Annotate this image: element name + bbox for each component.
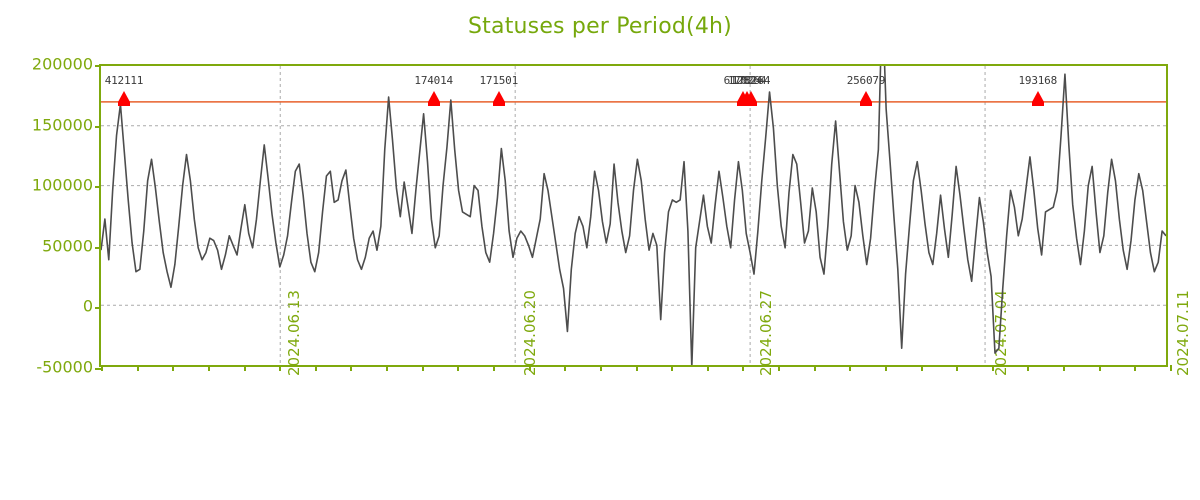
x-axis-tick <box>813 365 816 371</box>
y-axis-tick-label: 150000 <box>31 115 93 135</box>
y-axis-tick <box>95 125 101 128</box>
page-title: Statuses per Period(4h) <box>468 14 732 39</box>
x-axis-tick <box>136 365 139 371</box>
y-axis-tick <box>95 368 101 370</box>
y-axis-tick-label: -50000 <box>36 357 93 377</box>
annotation-layer: 412111 174014 171501 612824 170264 178264 2560… <box>101 66 1166 365</box>
y-axis-tick-label: 50000 <box>42 236 93 256</box>
x-axis-tick <box>706 365 709 371</box>
peak-value-label: 178264 <box>731 74 771 88</box>
x-axis-tick <box>528 365 531 371</box>
y-axis-tick <box>95 246 101 249</box>
x-axis-tick <box>884 365 887 371</box>
peak-value-label: 612824 <box>723 74 763 88</box>
x-axis-tick <box>207 365 210 371</box>
x-axis-tick <box>1027 365 1030 371</box>
x-axis-tick <box>101 365 103 371</box>
x-axis-tick <box>421 365 424 371</box>
x-axis-tick <box>778 365 781 371</box>
x-axis-tick <box>1098 365 1101 371</box>
grid-layer <box>101 66 1166 365</box>
peak-marker-base <box>427 102 440 107</box>
x-axis-tick <box>172 365 175 371</box>
x-axis-tick <box>492 365 495 371</box>
x-axis-tick <box>956 365 959 371</box>
x-axis-tick <box>564 365 567 371</box>
x-axis-tick <box>635 365 638 371</box>
x-axis-tick <box>920 365 923 371</box>
data-series-line <box>101 66 1166 365</box>
y-axis-tick-label: 200000 <box>31 54 93 74</box>
peak-marker-icon[interactable] <box>859 91 872 103</box>
peak-value-label: 193168 <box>1018 74 1058 88</box>
peak-marker-icon[interactable] <box>1031 91 1044 103</box>
x-axis-tick <box>742 365 745 371</box>
peak-marker-icon[interactable] <box>492 91 505 103</box>
x-axis-tick <box>279 365 282 371</box>
peak-marker-base <box>492 102 505 107</box>
y-axis-tick <box>95 186 101 189</box>
x-axis-tick <box>1170 365 1172 371</box>
y-axis-tick-label: 0 <box>82 296 93 316</box>
peak-marker-icon[interactable] <box>427 91 440 103</box>
peak-marker-icon[interactable] <box>745 91 758 103</box>
peak-marker-base <box>1031 102 1044 107</box>
peak-value-label: 174014 <box>414 74 453 88</box>
peak-marker-icon[interactable] <box>117 91 130 103</box>
x-axis-tick <box>1134 365 1137 371</box>
data-line-layer <box>101 66 1166 365</box>
peak-value-label: 171501 <box>479 74 519 88</box>
y-axis-tick-label: 100000 <box>31 175 93 195</box>
peak-marker-base <box>745 102 758 107</box>
x-axis-tick <box>849 365 852 371</box>
x-axis-tick <box>314 365 317 371</box>
x-axis-tick <box>991 365 994 371</box>
y-axis-tick <box>95 307 101 310</box>
plot-area: 412111 174014 171501 612824 170264 178264 2560… <box>95 64 1172 371</box>
peak-value-label: 256079 <box>846 74 886 88</box>
peak-value-label: 170264 <box>727 74 767 88</box>
peak-value-label: 412111 <box>104 74 144 88</box>
x-axis-tick <box>599 365 602 371</box>
x-axis-tick <box>1063 365 1066 371</box>
x-axis-tick <box>671 365 674 371</box>
peak-marker-base <box>859 102 872 107</box>
y-axis-tick <box>95 65 101 67</box>
peak-marker-base <box>117 102 130 107</box>
x-axis-tick <box>457 365 460 371</box>
x-axis-tick <box>243 365 246 371</box>
x-axis-tick <box>386 365 389 371</box>
x-axis-tick <box>350 365 353 371</box>
x-axis-tick-label: 2024.07.11 <box>1174 290 1192 376</box>
